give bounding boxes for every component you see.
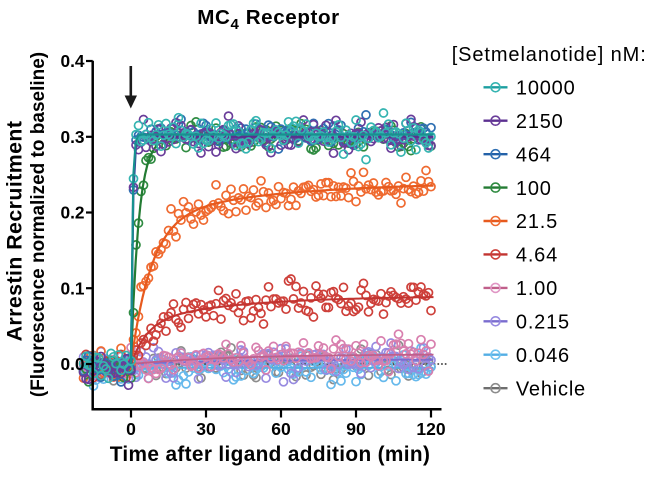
- svg-text:0.0: 0.0: [60, 354, 84, 374]
- svg-text:0.3: 0.3: [60, 127, 84, 147]
- svg-text:[Setmelanotide] nM:: [Setmelanotide] nM:: [452, 44, 647, 66]
- svg-text:0.046: 0.046: [516, 345, 570, 367]
- svg-text:2150: 2150: [516, 111, 564, 133]
- svg-text:0.4: 0.4: [60, 51, 84, 71]
- svg-text:MC4 Receptor: MC4 Receptor: [197, 6, 340, 33]
- svg-text:21.5: 21.5: [516, 211, 558, 233]
- svg-text:Arrestin Recruitment: Arrestin Recruitment: [2, 121, 26, 342]
- svg-text:60: 60: [271, 419, 291, 439]
- svg-text:0.2: 0.2: [60, 203, 84, 223]
- svg-text:0.1: 0.1: [60, 278, 84, 298]
- svg-text:0: 0: [126, 419, 136, 439]
- svg-text:120: 120: [416, 419, 445, 439]
- svg-text:4.64: 4.64: [516, 245, 558, 267]
- svg-text:Time after ligand addition (mi: Time after ligand addition (min): [110, 443, 430, 466]
- svg-text:(Fluorescence normalized to ba: (Fluorescence normalized to baseline): [28, 52, 49, 397]
- svg-text:0.215: 0.215: [516, 312, 570, 334]
- svg-text:30: 30: [196, 419, 216, 439]
- svg-text:Vehicle: Vehicle: [516, 378, 586, 400]
- svg-text:464: 464: [516, 144, 552, 166]
- svg-text:1.00: 1.00: [516, 278, 558, 300]
- svg-text:90: 90: [346, 419, 366, 439]
- svg-text:100: 100: [516, 178, 552, 200]
- svg-text:10000: 10000: [516, 78, 576, 100]
